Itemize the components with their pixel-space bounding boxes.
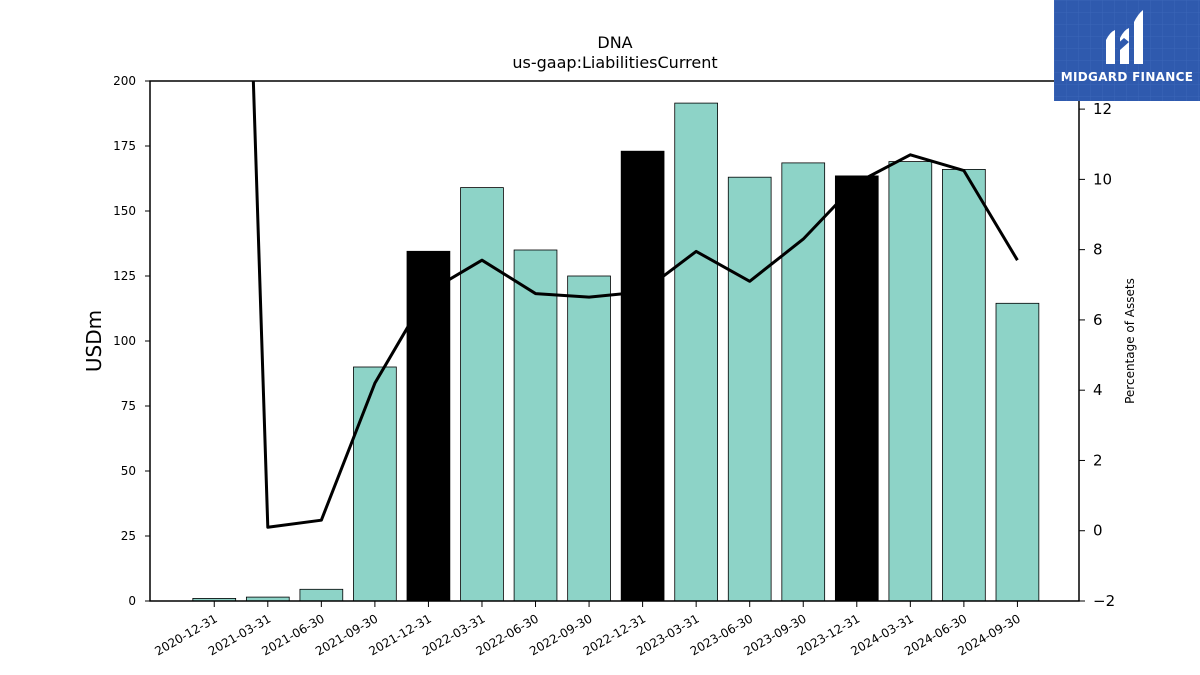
left-axis: 0 25 50 75 100 125 150 175 200	[113, 74, 150, 608]
right-tick-label: 4	[1093, 381, 1103, 399]
y-axis-label-left: USDm	[82, 310, 106, 372]
bar-2021-09-30	[353, 366, 397, 602]
bar-group	[192, 102, 1040, 602]
bar-2024-06-30	[942, 168, 986, 602]
right-tick-label: 10	[1093, 170, 1112, 188]
bar-2024-09-30	[995, 302, 1040, 602]
bar-2024-03-31	[888, 161, 933, 602]
bar-2023-03-31	[674, 102, 718, 602]
line-group	[251, 81, 1019, 529]
bar-2022-09-30	[567, 275, 611, 602]
left-tick-label: 100	[113, 334, 136, 348]
left-tick-label: 200	[113, 74, 136, 88]
left-tick-label: 125	[113, 269, 136, 283]
right-tick-label: 8	[1093, 241, 1103, 259]
chart-subtitle: us-gaap:LiabilitiesCurrent	[512, 53, 717, 72]
bar-2022-06-30	[513, 249, 558, 602]
left-tick-label: 25	[121, 529, 136, 543]
right-tick-label: 0	[1093, 522, 1103, 540]
left-tick-label: 50	[121, 464, 136, 478]
right-tick-label: 6	[1093, 311, 1103, 329]
chart-title: DNA	[597, 33, 632, 52]
left-tick-label: 75	[121, 399, 136, 413]
bar-2022-12-31	[620, 150, 665, 602]
left-tick-label: 150	[113, 204, 136, 218]
percentage-line	[251, 81, 1019, 529]
right-tick-label: −2	[1093, 592, 1115, 610]
logo-grid-icon	[1054, 0, 1200, 101]
bar-2023-06-30	[727, 176, 772, 602]
y-axis-label-right: Percentage of Assets	[1123, 278, 1137, 404]
logo-text: MIDGARD FINANCE	[1060, 70, 1194, 84]
logo-mark-icon	[1106, 10, 1143, 64]
right-tick-label: 2	[1093, 451, 1103, 469]
bar-2023-09-30	[781, 162, 826, 602]
bar-2021-12-31	[406, 250, 451, 602]
midgard-finance-logo: MIDGARD FINANCE	[1054, 0, 1200, 101]
x-axis: 2020-12-312021-03-312021-06-302021-09-30…	[152, 601, 1023, 658]
left-tick-label: 175	[113, 139, 136, 153]
right-axis: −2 0 2 4 6 8 10 12	[1079, 100, 1115, 610]
left-tick-label: 0	[128, 594, 136, 608]
bar-2023-12-31	[834, 175, 879, 602]
bar-2021-06-30	[299, 588, 344, 602]
right-tick-label: 12	[1093, 100, 1112, 118]
bar-2022-03-31	[460, 187, 504, 602]
